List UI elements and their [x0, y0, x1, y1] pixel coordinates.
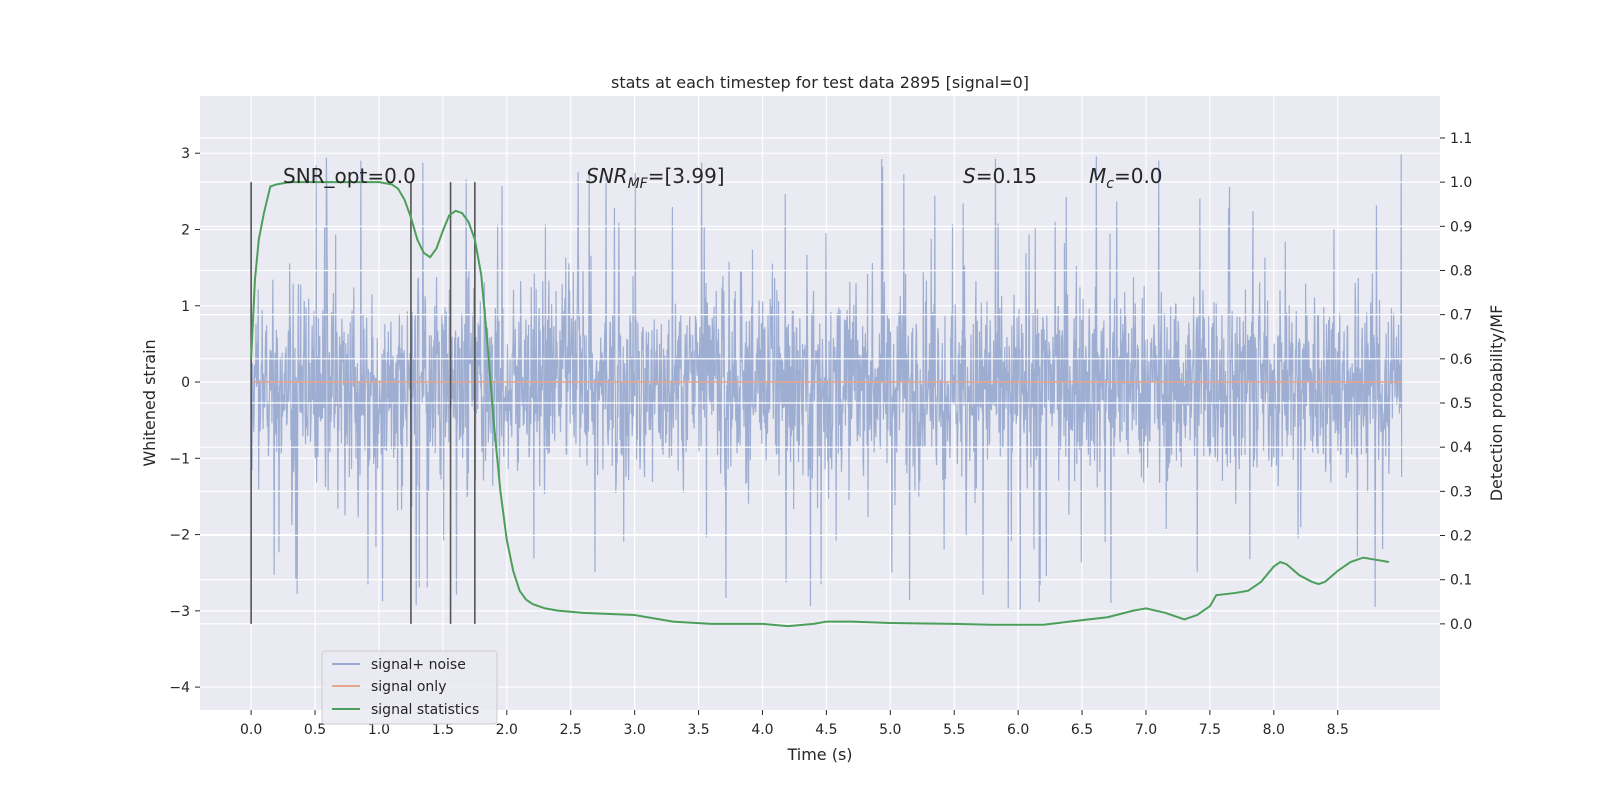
- x-tick-label-5: 2.5: [560, 722, 582, 738]
- annotation-s-value: =0.15: [976, 164, 1037, 188]
- y-right-tick-label-0: 0.0: [1450, 617, 1472, 633]
- annotation-snr-mf-value: =[3.99]: [648, 164, 725, 188]
- signal-noise-series: [250, 154, 1403, 610]
- y-right-tick-label-2: 0.2: [1450, 529, 1472, 545]
- annotation-mc-value: =0.0: [1114, 164, 1163, 188]
- legend-frame: [321, 650, 498, 725]
- grid-right-axis: [200, 137, 1440, 625]
- x-tick-label-6: 3.0: [624, 722, 646, 738]
- y-left-tick-label-2: −2: [169, 528, 190, 544]
- x-tick-label-17: 8.5: [1327, 722, 1349, 738]
- vertical-markers: [250, 182, 476, 624]
- y-right-axis-label: Detection probability/MF: [1487, 305, 1506, 502]
- chart-title: stats at each timestep for test data 289…: [611, 73, 1029, 92]
- y-right-tick-label-11: 1.1: [1450, 131, 1472, 147]
- annotation-s-main: S: [963, 164, 976, 188]
- x-tick-label-14: 7.0: [1135, 722, 1157, 738]
- x-tick-label-2: 1.0: [368, 722, 390, 738]
- legend-label-signal-only: signal only: [371, 679, 446, 695]
- x-tick-label-3: 1.5: [432, 722, 454, 738]
- y-left-tick-label-5: 1: [181, 299, 190, 315]
- x-tick-label-8: 4.0: [751, 722, 773, 738]
- y-left-tick-label-4: 0: [181, 375, 190, 391]
- y-right-tick-label-9: 0.9: [1450, 219, 1472, 235]
- y-left-tick-label-1: −3: [169, 604, 190, 620]
- y-left-tick-label-0: −4: [169, 680, 190, 696]
- annotation-mc: Mc=0.0: [1089, 164, 1163, 192]
- annotation-snr-mf-sub: MF: [628, 176, 649, 192]
- annotation-mc-sub: c: [1106, 176, 1114, 192]
- x-tick-label-10: 5.0: [879, 722, 901, 738]
- y-left-tick-label-7: 3: [181, 146, 190, 162]
- y-right-tick-label-6: 0.6: [1450, 352, 1472, 368]
- y-left-axis-label: Whitened strain: [140, 339, 159, 466]
- legend-label-signal-statistics: signal statistics: [371, 702, 479, 718]
- x-tick-label-15: 7.5: [1199, 722, 1221, 738]
- x-tick-label-13: 6.5: [1071, 722, 1093, 738]
- annotation-snr-mf: SNRMF=[3.99]: [586, 164, 725, 192]
- y-right-tick-label-1: 0.1: [1450, 573, 1472, 589]
- x-tick-label-7: 3.5: [687, 722, 709, 738]
- x-axis-label: Time (s): [786, 745, 852, 764]
- x-tick-label-16: 8.0: [1263, 722, 1285, 738]
- x-axis-ticks: 0.0 0.5 1.0 1.5 2.0 2.5 3.0 3.5 4.0 4.5 5.0 5.5 6.0 6…: [240, 710, 1349, 738]
- x-tick-label-9: 4.5: [815, 722, 837, 738]
- x-tick-label-12: 6.0: [1007, 722, 1029, 738]
- y-left-axis-ticks: −4 −3 −2 −1 0 1 2 3: [169, 146, 200, 696]
- legend: signal+ noise signal only signal statist…: [321, 650, 498, 725]
- y-right-tick-label-10: 1.0: [1450, 175, 1472, 191]
- y-left-tick-label-6: 2: [181, 222, 190, 238]
- annotation-snr-opt: SNR_opt=0.0: [283, 164, 416, 188]
- x-tick-label-11: 5.5: [943, 722, 965, 738]
- y-right-axis-ticks: 0.0 0.1 0.2 0.3 0.4 0.5 0.6 0.7 0.8 0.9 1.0 1.1: [1440, 131, 1472, 633]
- annotation-snr-mf-main: SNR: [586, 164, 628, 188]
- y-left-tick-label-3: −1: [169, 451, 190, 467]
- y-right-tick-label-8: 0.8: [1450, 263, 1472, 279]
- y-right-tick-label-7: 0.7: [1450, 308, 1472, 324]
- x-tick-label-0: 0.0: [240, 722, 262, 738]
- legend-label-signal-noise: signal+ noise: [371, 657, 466, 673]
- x-tick-label-4: 2.0: [496, 722, 518, 738]
- y-right-tick-label-3: 0.3: [1450, 484, 1472, 500]
- signal-statistics-series: [250, 181, 1390, 628]
- x-tick-label-1: 0.5: [304, 722, 326, 738]
- y-right-tick-label-4: 0.4: [1450, 440, 1472, 456]
- annotation-s: S=0.15: [963, 164, 1037, 188]
- y-right-tick-label-5: 0.5: [1450, 396, 1472, 412]
- annotation-mc-main: M: [1089, 164, 1106, 188]
